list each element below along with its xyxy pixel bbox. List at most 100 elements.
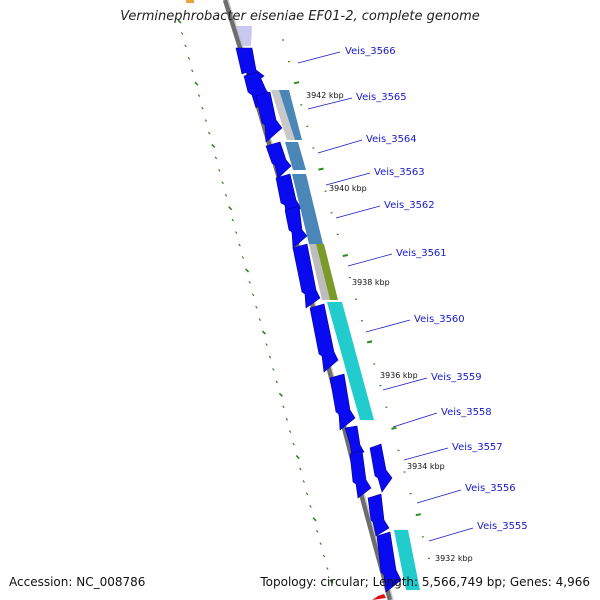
- gene-label[interactable]: Veis_3559: [431, 372, 482, 383]
- inner-tick: [231, 218, 235, 222]
- band-cyan: [394, 530, 420, 590]
- inner-ticks: [177, 19, 334, 584]
- inner-tick: [197, 94, 201, 98]
- inner-tick: [326, 567, 329, 570]
- cds-arrow: [292, 243, 321, 309]
- cds-arrow: [344, 425, 365, 457]
- leader-line: [416, 489, 462, 504]
- inner-tick: [288, 430, 292, 434]
- inner-tick: [282, 405, 285, 409]
- gene-label[interactable]: Veis_3558: [441, 407, 492, 418]
- inner-tick: [292, 442, 295, 446]
- inner-tick: [221, 181, 224, 185]
- outer-ticks: [282, 39, 436, 581]
- gene-label[interactable]: Veis_3565: [356, 92, 407, 103]
- inner-tick: [255, 305, 258, 309]
- inner-tick: [248, 280, 251, 284]
- outer-tick: [342, 254, 348, 257]
- inner-tick: [319, 542, 322, 546]
- inner-tick: [322, 554, 326, 558]
- inner-tick: [234, 231, 238, 234]
- gene-label[interactable]: Veis_3556: [465, 483, 516, 494]
- inner-tick: [238, 243, 241, 247]
- leader-line: [392, 412, 438, 428]
- inner-tick: [201, 106, 204, 110]
- accession-text: Accession: NC_008786: [9, 575, 146, 589]
- cds-arrow: [309, 303, 339, 373]
- inner-tick: [194, 81, 199, 86]
- cds-arrow: [255, 91, 283, 143]
- kbp-label: 3932 kbp: [435, 554, 473, 563]
- cds-arrow: [284, 205, 308, 249]
- leader-line: [317, 139, 363, 154]
- leader-line: [428, 527, 474, 542]
- cds-arrow: [329, 373, 356, 431]
- inner-tick: [214, 156, 218, 160]
- leader-line: [347, 253, 393, 267]
- cds-arrow: [349, 449, 372, 499]
- band-steel: [279, 90, 302, 140]
- outer-bands: [271, 90, 420, 590]
- gene-label[interactable]: Veis_3564: [366, 134, 417, 145]
- inner-tick: [278, 392, 283, 397]
- inner-tick: [258, 318, 262, 322]
- inner-tick: [312, 517, 317, 522]
- inner-tick: [241, 256, 245, 259]
- inner-tick: [228, 206, 233, 211]
- leader-line: [403, 447, 449, 461]
- leader-line: [365, 319, 411, 333]
- gene-label[interactable]: Veis_3561: [396, 248, 447, 259]
- gene-label[interactable]: Veis_3557: [452, 442, 503, 453]
- inner-tick: [177, 19, 182, 24]
- band-cyan: [327, 302, 374, 420]
- inner-tick: [191, 69, 194, 73]
- cds-arrow: [265, 141, 292, 179]
- inner-tick: [268, 355, 272, 359]
- kbp-label: 3934 kbp: [407, 462, 445, 471]
- kbp-label: 3936 kbp: [380, 371, 418, 380]
- leader-line: [325, 172, 371, 186]
- gene-label[interactable]: Veis_3555: [477, 521, 528, 532]
- inner-tick: [272, 368, 275, 371]
- band-gray: [271, 90, 295, 140]
- inner-tick: [187, 56, 191, 60]
- map-title: Verminephrobacter eiseniae EF01-2, compl…: [120, 9, 480, 24]
- kbp-markers: 3942 kbp 3940 kbp 3938 kbp 3936 kbp 3934…: [306, 91, 473, 563]
- leader-line: [307, 97, 353, 110]
- gene-label[interactable]: Veis_3563: [374, 167, 425, 178]
- gene-label[interactable]: Veis_3566: [345, 46, 396, 57]
- inner-tick: [302, 480, 305, 483]
- gene-label[interactable]: Veis_3562: [384, 200, 435, 211]
- inner-tick: [224, 193, 228, 197]
- outer-tick: [366, 340, 373, 344]
- inner-tick: [180, 32, 184, 35]
- cds-arrow: [376, 531, 402, 593]
- inner-tick: [261, 330, 267, 335]
- inner-tick: [305, 492, 309, 496]
- inner-tick: [309, 504, 312, 508]
- inner-tick: [244, 268, 250, 273]
- orange-feature: [186, 0, 194, 3]
- band-gray: [309, 244, 330, 300]
- red-feature: [372, 594, 386, 600]
- cds-features: [235, 47, 402, 593]
- gene-label[interactable]: Veis_3560: [414, 314, 465, 325]
- leader-line: [382, 377, 428, 391]
- inner-tick: [184, 44, 187, 48]
- inner-tick: [329, 579, 334, 584]
- band-steel: [285, 142, 306, 170]
- leader-line: [335, 205, 381, 219]
- cds-arrow: [367, 493, 390, 537]
- inner-tick: [211, 143, 216, 149]
- inner-tick: [204, 119, 208, 122]
- kbp-label: 3938 kbp: [352, 278, 390, 287]
- inner-tick: [285, 417, 289, 421]
- gene-labels: Veis_3566 Veis_3565 Veis_3564 Veis_3563 …: [297, 46, 528, 542]
- kbp-label: 3942 kbp: [306, 91, 344, 100]
- inner-tick: [275, 380, 278, 384]
- inner-tick: [299, 467, 302, 471]
- cds-arrow-outer: [369, 443, 393, 493]
- band-olive: [316, 244, 338, 300]
- genome-summary: Topology: circular; Length: 5,566,749 bp…: [260, 575, 590, 589]
